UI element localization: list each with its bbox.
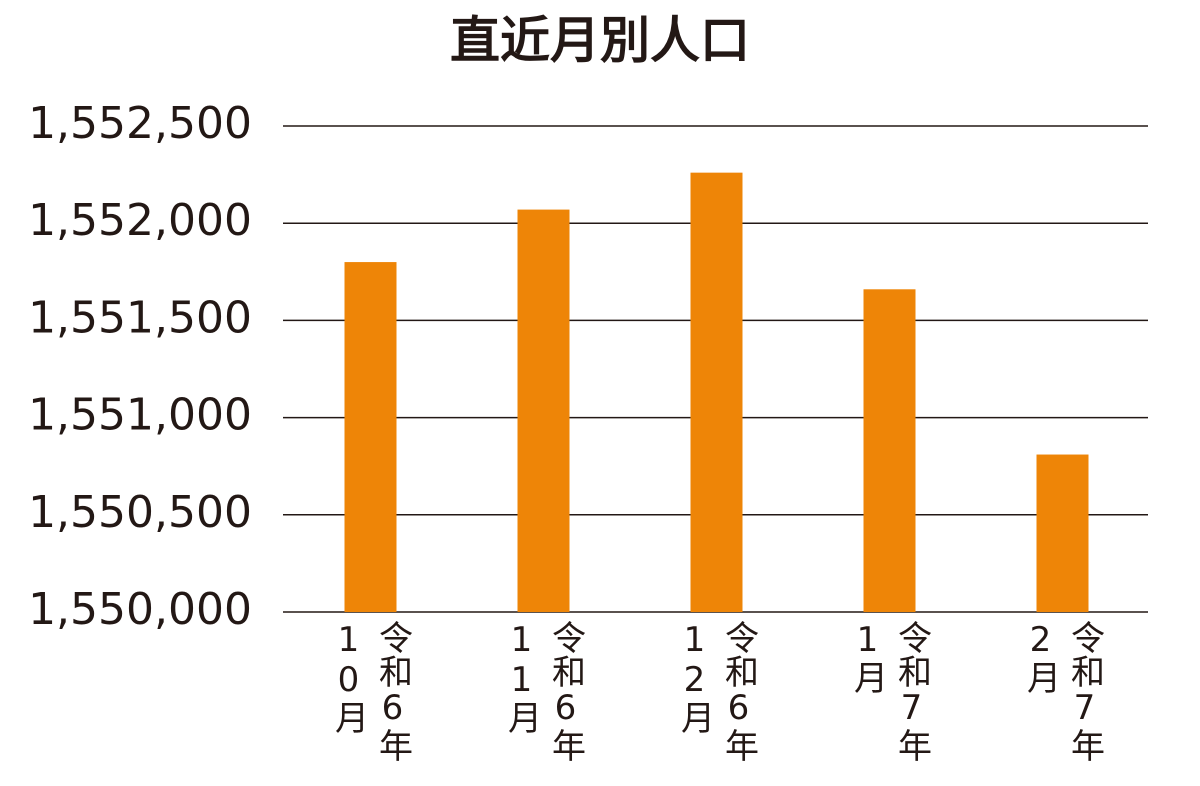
y-tick-label: 1,552,000	[28, 195, 252, 246]
y-tick-label: 1,551,500	[28, 292, 252, 343]
chart-title: 直近月別人口	[450, 12, 750, 70]
y-tick-label: 1,550,000	[28, 584, 252, 635]
bar	[517, 209, 570, 613]
y-tick-label: 1,550,500	[28, 487, 252, 538]
x-tick-label: 令和7年1月	[847, 620, 932, 762]
bar	[863, 289, 916, 612]
x-tick-label: 令和7年2月	[1020, 620, 1105, 762]
y-tick-label: 1,552,500	[28, 98, 252, 149]
x-tick-label: 令和6年11月	[501, 620, 586, 762]
bar	[344, 262, 397, 612]
y-tick-label: 1,551,000	[28, 390, 252, 441]
x-tick-label: 令和6年10月	[328, 620, 413, 762]
bar	[690, 172, 743, 612]
bar	[1036, 454, 1089, 612]
x-tick-label: 令和6年12月	[674, 620, 759, 762]
